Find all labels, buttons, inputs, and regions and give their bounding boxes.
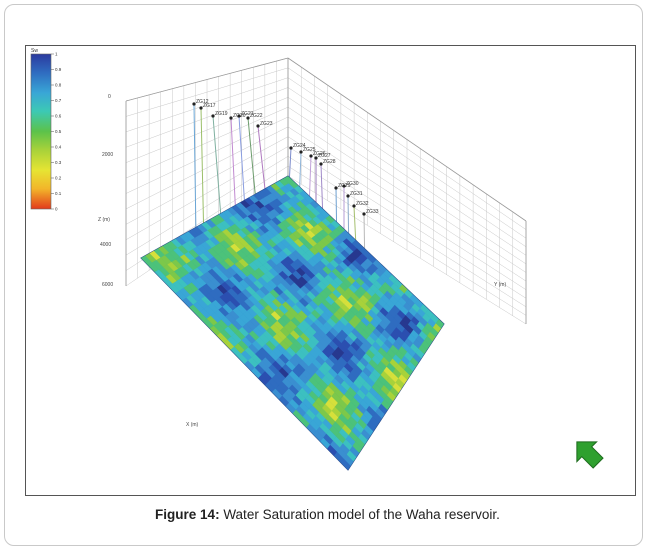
figure-image: ZG12ZG17ZG19ZG20ZG21ZG22ZG23ZG24ZG25ZG26… xyxy=(25,45,636,496)
z-label-6000: 6000 xyxy=(102,282,113,288)
back-wall-left-grid xyxy=(125,57,289,287)
saturation-surface xyxy=(140,175,445,471)
reservoir-3d-model: ZG12ZG17ZG19ZG20ZG21ZG22ZG23ZG24ZG25ZG26… xyxy=(30,48,608,473)
legend-tick-label: 0.2 xyxy=(55,176,62,181)
legend-tick-label: 0.8 xyxy=(55,83,62,88)
legend-tick-label: 0.3 xyxy=(55,160,62,165)
legend-tick-label: 0.7 xyxy=(55,98,62,103)
well-head xyxy=(211,114,215,118)
z-label-4000: 4000 xyxy=(100,242,111,248)
legend-unit: Sw xyxy=(31,48,38,54)
well-label: ZG24 xyxy=(293,143,306,149)
well-label: ZG30 xyxy=(346,181,359,187)
legend-tick-label: 0.6 xyxy=(55,114,62,119)
z-label-2000: 2000 xyxy=(102,152,113,158)
well-label: ZG12 xyxy=(196,99,209,105)
well-head xyxy=(199,106,203,110)
legend-tick-label: 0 xyxy=(55,207,58,212)
well-head xyxy=(334,186,338,190)
well-label: ZG25 xyxy=(303,147,316,153)
legend-tick-label: 0.5 xyxy=(55,129,62,134)
well-label: ZG17 xyxy=(203,103,216,109)
caption-text: Water Saturation model of the Waha reser… xyxy=(219,507,500,522)
color-legend: Sw 1 0.9 0.8 0.7 0.6 0.5 0.4 0.3 0.2 0.1 0 xyxy=(30,48,62,212)
well-head xyxy=(246,116,250,120)
figure-caption: Figure 14: Water Saturation model of the… xyxy=(9,507,646,522)
well-label: ZG31 xyxy=(350,191,363,197)
well-head xyxy=(289,146,293,150)
well-head xyxy=(314,156,318,160)
well-label: ZG23 xyxy=(260,121,273,127)
legend-tick-label: 1 xyxy=(55,52,58,57)
well-head xyxy=(346,194,350,198)
caption-prefix: Figure 14: xyxy=(155,507,220,522)
well-label: ZG28 xyxy=(323,159,336,165)
y-axis-unit: Y (m) xyxy=(494,282,506,288)
well-label: ZG26 xyxy=(313,151,326,157)
navigation-arrow-icon[interactable] xyxy=(567,432,608,473)
well-label: ZG27 xyxy=(318,153,331,159)
well-head xyxy=(229,116,233,120)
legend-tick-label: 0.1 xyxy=(55,191,62,196)
legend-tick-label: 0.9 xyxy=(55,67,62,72)
well-label: ZG32 xyxy=(356,201,369,207)
well-head xyxy=(256,124,260,128)
z-label-0: 0 xyxy=(108,94,111,100)
x-axis-unit: X (m) xyxy=(186,422,199,428)
well-label: ZG19 xyxy=(215,111,228,117)
figure-card: ZG12ZG17ZG19ZG20ZG21ZG22ZG23ZG24ZG25ZG26… xyxy=(4,4,643,546)
z-axis-unit: Z (m) xyxy=(98,217,110,223)
well-head xyxy=(299,150,303,154)
well-head xyxy=(309,154,313,158)
well-head xyxy=(352,204,356,208)
well-line xyxy=(193,103,197,237)
well-head xyxy=(237,114,241,118)
well-head xyxy=(192,102,196,106)
well-label: ZG21 xyxy=(241,111,254,117)
well-head xyxy=(319,162,323,166)
well-head xyxy=(342,184,346,188)
well-label: ZG22 xyxy=(250,113,263,119)
legend-tick-label: 0.4 xyxy=(55,145,62,150)
well-head xyxy=(362,212,366,216)
well-label: ZG33 xyxy=(366,209,379,215)
